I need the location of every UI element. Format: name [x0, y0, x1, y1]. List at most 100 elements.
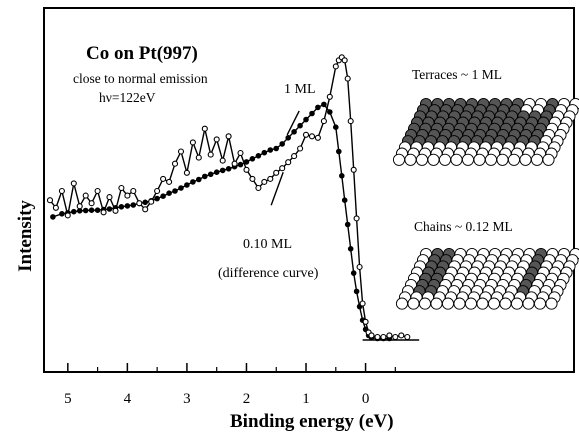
chain-atom-white	[499, 297, 512, 310]
data-point-open	[70, 180, 77, 187]
data-point-open	[154, 187, 161, 195]
data-point-filled	[255, 153, 262, 159]
x-tick-label: 1	[302, 391, 310, 407]
data-point-open	[386, 332, 393, 339]
series-line-0	[52, 103, 390, 340]
data-point-open	[189, 139, 196, 146]
data-point-open	[207, 151, 214, 158]
x-tick-label: 3	[183, 391, 191, 407]
data-point-filled	[237, 161, 244, 168]
data-point-filled	[338, 173, 345, 179]
data-point-filled	[350, 270, 357, 276]
data-point-open	[297, 145, 304, 152]
data-point-open	[255, 184, 262, 192]
terrace-atom-white	[404, 153, 417, 166]
data-point-filled	[50, 214, 56, 220]
data-point-open	[88, 200, 95, 207]
x-tick-label: 2	[243, 391, 251, 407]
data-point-filled	[267, 147, 274, 153]
data-point-open	[160, 175, 167, 182]
data-point-open	[392, 333, 399, 341]
chain-atom-white	[418, 297, 432, 310]
data-point-filled	[71, 208, 77, 215]
data-point-open	[285, 159, 292, 166]
data-point-filled	[130, 202, 137, 208]
data-point-open	[82, 192, 89, 199]
x-tick-label: 4	[124, 391, 132, 407]
terrace-atom-white	[496, 153, 509, 166]
subtitle-line-1: close to normal emission	[73, 71, 208, 86]
data-point-open	[332, 63, 339, 70]
data-point-filled	[160, 193, 166, 200]
data-point-open	[148, 198, 155, 205]
data-point-open	[404, 333, 411, 341]
data-point-filled	[219, 167, 226, 174]
data-point-open	[213, 136, 220, 143]
terrace-atom-white	[392, 153, 406, 166]
data-point-filled	[184, 182, 190, 188]
data-point-open	[273, 169, 280, 176]
data-point-open	[267, 175, 274, 182]
data-point-open	[100, 209, 107, 216]
data-point-filled	[142, 199, 149, 206]
terrace-atom-white	[542, 153, 555, 166]
data-point-filled	[88, 207, 95, 214]
data-point-filled	[172, 188, 178, 194]
terrace-atom-white	[427, 153, 440, 166]
data-point-open	[177, 148, 185, 155]
leader-1ml	[286, 110, 300, 136]
data-point-open	[166, 178, 173, 185]
data-point-filled	[315, 104, 321, 111]
data-point-filled	[190, 179, 196, 185]
terrace-atom-white	[473, 153, 486, 166]
data-point-open	[261, 178, 268, 185]
annotation-leaders	[270, 110, 300, 206]
data-point-filled	[213, 169, 220, 176]
plot-frame	[43, 7, 575, 373]
x-axis-ticks	[67, 363, 396, 372]
data-point-open	[320, 118, 327, 125]
data-point-open	[347, 118, 354, 125]
data-point-open	[243, 166, 250, 173]
inset-chains-atoms	[395, 247, 579, 310]
x-tick-label: 5	[64, 391, 72, 407]
data-point-filled	[353, 288, 360, 295]
data-point-open	[183, 169, 190, 176]
y-axis-label: Intensity	[15, 200, 36, 272]
inset-chains-label: Chains ~ 0.12 ML	[414, 219, 513, 234]
data-point-open	[344, 75, 351, 82]
chain-atom-white	[453, 297, 466, 310]
data-point-open	[124, 192, 131, 199]
data-point-open	[308, 133, 316, 140]
terrace-atom-white	[507, 153, 521, 166]
data-point-filled	[202, 173, 208, 180]
data-point-filled	[303, 116, 309, 123]
chain-atom-white	[430, 297, 443, 310]
chain-atom-white	[545, 297, 558, 310]
terrace-atom-white	[438, 153, 452, 166]
annotation-010ml: 0.10 ML	[243, 237, 292, 252]
data-point-open	[279, 165, 286, 172]
terrace-atom-white	[530, 153, 544, 166]
data-point-open	[350, 166, 357, 173]
data-point-filled	[332, 124, 339, 130]
chain-atom-white	[476, 297, 489, 310]
data-point-open	[130, 187, 137, 195]
data-point-open	[237, 149, 244, 157]
data-point-filled	[326, 109, 333, 115]
data-point-filled	[94, 207, 101, 214]
data-point-filled	[344, 221, 351, 228]
data-point-filled	[225, 166, 232, 172]
data-point-filled	[279, 141, 286, 147]
data-point-filled	[249, 156, 256, 162]
data-point-filled	[335, 148, 342, 155]
data-point-filled	[178, 185, 184, 191]
data-point-open	[171, 160, 179, 167]
data-point-filled	[285, 135, 292, 141]
data-point-open	[356, 263, 363, 271]
chain-atom-white	[522, 297, 535, 310]
data-point-open	[291, 153, 298, 160]
data-point-filled	[166, 190, 172, 197]
data-point-filled	[82, 207, 89, 214]
